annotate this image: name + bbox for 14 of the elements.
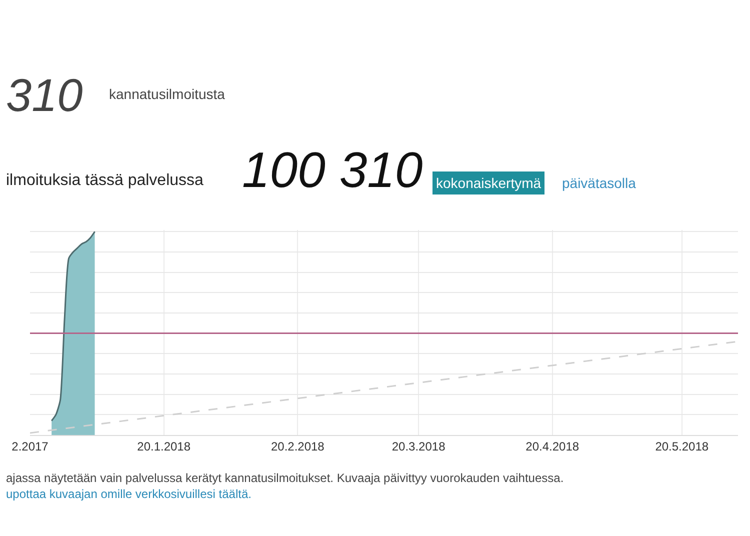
text: 100 310 bbox=[242, 142, 423, 198]
text: upottaa kuvaajan omille verkkosivuillesi täältä. bbox=[6, 487, 252, 501]
x-tick-label: 2.2017 bbox=[12, 439, 49, 454]
text: kokonaiskertymä bbox=[436, 175, 542, 191]
text: päivätasolla bbox=[562, 175, 636, 191]
text: kannatusilmoitusta bbox=[109, 86, 226, 102]
x-tick-label: 20.4.2018 bbox=[526, 439, 580, 454]
x-tick-label: 20.3.2018 bbox=[392, 439, 446, 454]
text: ajassa näytetään vain palvelussa kerätyt kannatusilmoitukset. Kuvaaja päivittyy vuorokauden vaihtuessa. bbox=[6, 471, 564, 485]
text: ilmoituksia tässä palvelussa bbox=[6, 172, 204, 189]
x-tick-label: 20.5.2018 bbox=[655, 439, 709, 454]
text: 310 bbox=[6, 69, 84, 121]
x-tick-label: 20.1.2018 bbox=[137, 439, 191, 454]
x-tick-label: 20.2.2018 bbox=[270, 439, 325, 454]
